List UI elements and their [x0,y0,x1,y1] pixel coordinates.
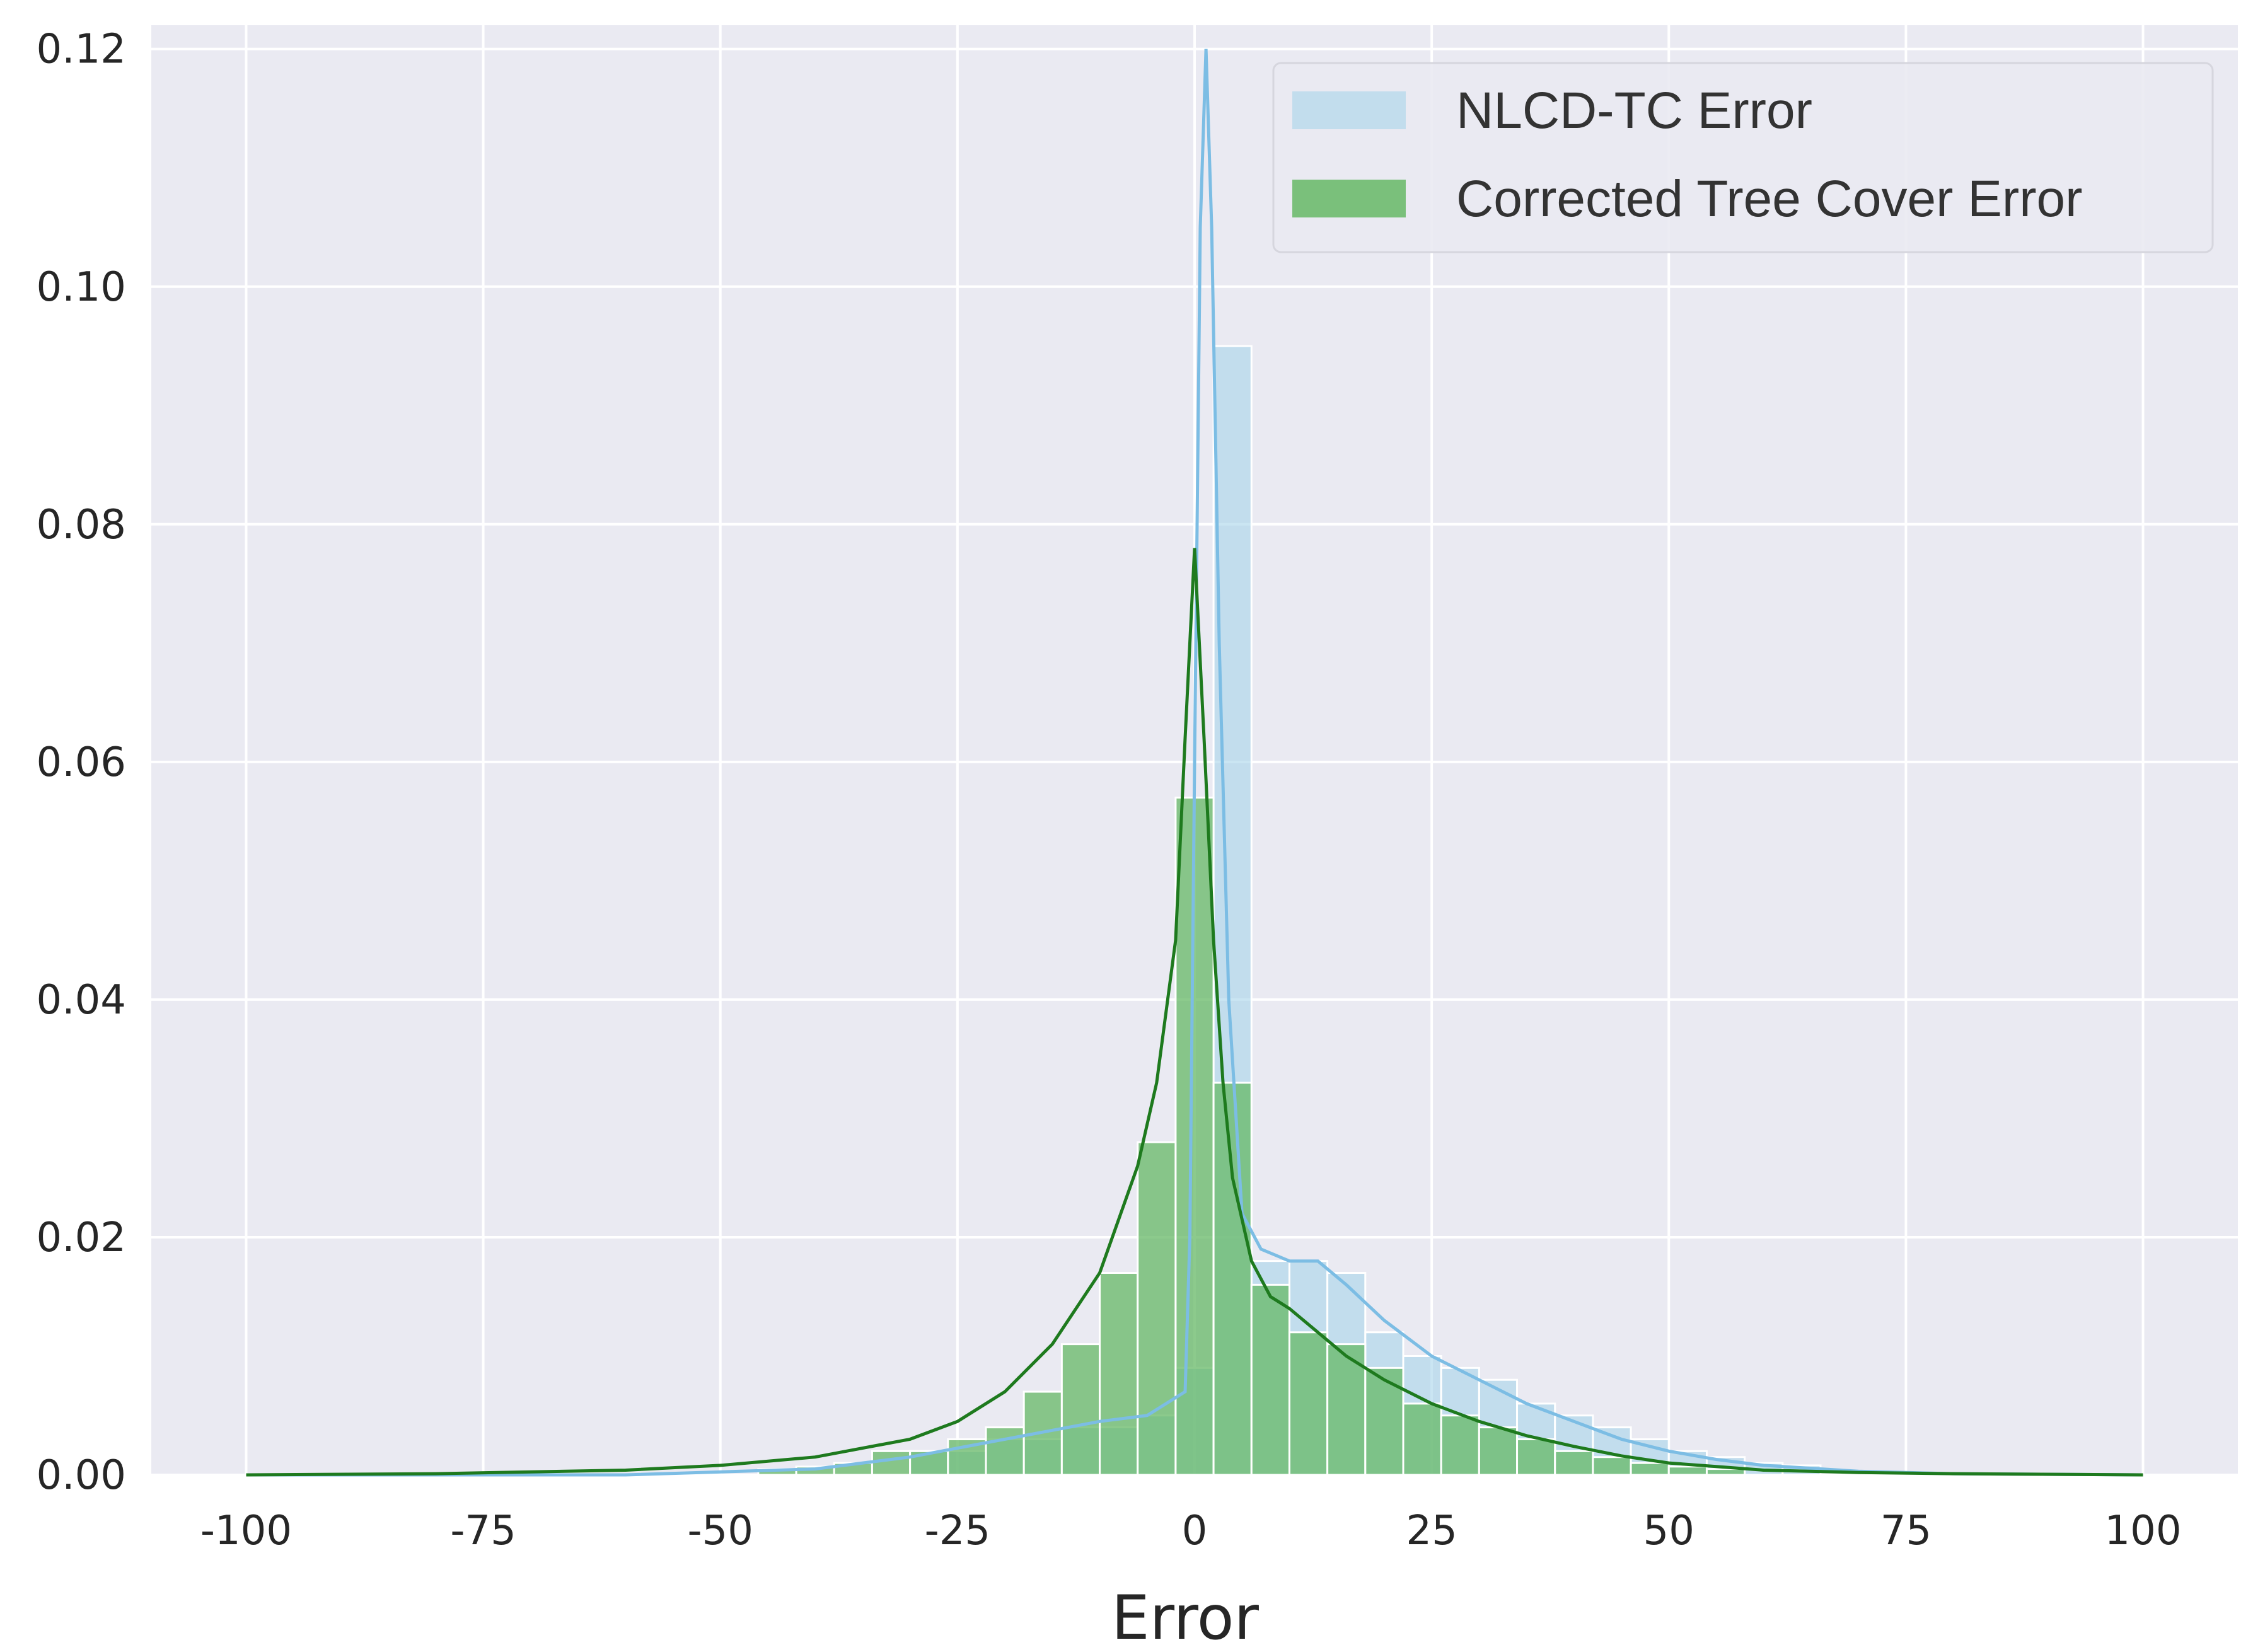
legend-swatch-corrected-tree-cover-error [1292,180,1406,217]
y-tick-label: 0.04 [37,977,127,1024]
bar-corrected-tree-cover-error [1212,1082,1253,1476]
y-tick-label: 0.08 [37,502,127,548]
y-tick-label: 0.00 [37,1452,127,1499]
bar-corrected-tree-cover-error [1667,1465,1708,1476]
kde-line-corrected-tree-cover-error [246,548,2143,1477]
bar-corrected-tree-cover-error [1592,1456,1632,1476]
x-tick-label: -50 [687,1508,753,1554]
x-tick-label: 0 [1182,1508,1208,1554]
legend-label-corrected-tree-cover-error: Corrected Tree Cover Error [1456,170,2082,228]
bar-corrected-tree-cover-error [985,1426,1025,1476]
legend-box [1272,62,2214,253]
bar-corrected-tree-cover-error [1705,1468,1746,1476]
x-tick-labels: -100 -75 -50 -25 0 25 50 75 100 [200,1508,2182,1554]
x-tick-label: 25 [1406,1508,1457,1554]
bar-corrected-tree-cover-error [1554,1450,1594,1476]
y-tick-label: 0.10 [37,264,127,311]
bar-corrected-tree-cover-error [1440,1414,1480,1476]
bar-corrected-tree-cover-error [1250,1283,1290,1476]
x-tick-label: -100 [200,1508,292,1554]
x-tick-label: 75 [1880,1508,1932,1554]
kde-lines [246,49,2143,1477]
x-tick-label: 100 [2104,1508,2181,1554]
bar-corrected-tree-cover-error [871,1450,912,1476]
x-tick-label: -75 [450,1508,516,1554]
legend: NLCD-TC Error Corrected Tree Cover Error [1272,62,2214,253]
y-tick-label: 0.12 [37,26,127,73]
bar-corrected-tree-cover-error [1099,1272,1139,1476]
bar-corrected-tree-cover-error [1478,1426,1519,1476]
x-tick-label: 50 [1643,1508,1694,1554]
bar-corrected-tree-cover-error [1288,1331,1329,1476]
y-tick-label: 0.06 [37,739,127,786]
y-tick-label: 0.02 [37,1215,127,1261]
bar-corrected-tree-cover-error [1516,1438,1556,1476]
y-tick-labels: 0.00 0.02 0.04 0.06 0.08 0.10 0.12 [37,26,127,1499]
x-tick-label: -25 [925,1508,991,1554]
legend-swatch-nlcd-tc-error [1292,91,1406,129]
bar-corrected-tree-cover-error [1630,1462,1670,1476]
legend-label-nlcd-tc-error: NLCD-TC Error [1456,82,1812,139]
bar-corrected-tree-cover-error [1326,1343,1367,1476]
bar-corrected-tree-cover-error [1364,1366,1405,1476]
bar-corrected-tree-cover-error [1137,1141,1177,1476]
bar-corrected-tree-cover-error [1060,1343,1101,1476]
bar-corrected-tree-cover-error [1402,1402,1442,1476]
x-axis-title: Error [1111,1583,1260,1652]
